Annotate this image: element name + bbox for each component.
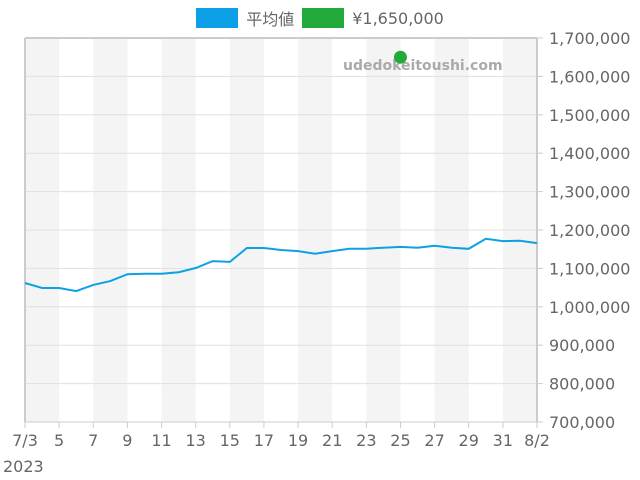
y-tick-label: 1,400,000 — [549, 144, 630, 163]
x-tick-label: 7 — [88, 431, 98, 450]
y-tick-label: 1,700,000 — [549, 29, 630, 48]
y-tick-label: 1,200,000 — [549, 221, 630, 240]
y-tick-label: 1,500,000 — [549, 106, 630, 125]
legend-item-price-point[interactable]: ¥1,650,000 — [302, 8, 444, 28]
x-tick-label: 29 — [459, 431, 479, 450]
x-tick-label: 25 — [390, 431, 410, 450]
x-tick-label: 8/2 — [524, 431, 550, 450]
y-tick-label: 800,000 — [549, 375, 615, 394]
watermark: udedokeitoushi.com — [343, 58, 503, 74]
y-tick-label: 1,000,000 — [549, 298, 630, 317]
year-label: 2023 — [3, 457, 44, 476]
legend-swatch-price-point — [302, 8, 345, 28]
legend-swatch-average — [196, 8, 239, 28]
legend-label-price-point: ¥1,650,000 — [352, 8, 444, 28]
chart-legend: 平均値 ¥1,650,000 — [0, 6, 640, 30]
y-tick-label: 1,300,000 — [549, 183, 630, 202]
x-tick-label: 9 — [122, 431, 132, 450]
x-tick-label: 21 — [322, 431, 342, 450]
price-point-marker[interactable] — [393, 50, 407, 64]
x-tick-label: 17 — [254, 431, 274, 450]
y-tick-label: 700,000 — [549, 413, 615, 432]
x-tick-label: 11 — [151, 431, 171, 450]
x-axis-tick-labels: 7/3 5 7 9 11 13 15 17 19 21 23 25 27 29 31 8/2 — [12, 431, 550, 450]
y-tick-label: 1,600,000 — [549, 67, 630, 86]
y-tick-label: 1,100,000 — [549, 259, 630, 278]
y-tick-label: 900,000 — [549, 336, 615, 355]
x-tick-label: 13 — [185, 431, 205, 450]
price-points — [393, 50, 407, 64]
axes — [24, 37, 538, 428]
legend-label-average: 平均値 — [246, 10, 295, 29]
x-tick-label: 15 — [220, 431, 240, 450]
x-tick-label: 7/3 — [12, 431, 38, 450]
average-price-line[interactable] — [24, 237, 538, 293]
x-tick-label: 19 — [288, 431, 308, 450]
y-axis-tick-labels: 1,700,000 1,600,000 1,500,000 1,400,000 1,30… — [549, 29, 630, 432]
x-tick-label: 27 — [424, 431, 444, 450]
x-tick-label: 5 — [54, 431, 64, 450]
horizontal-gridlines — [25, 37, 543, 423]
x-tick-label: 31 — [493, 431, 513, 450]
legend-item-average[interactable]: 平均値 — [196, 6, 294, 30]
x-tick-label: 23 — [356, 431, 376, 450]
